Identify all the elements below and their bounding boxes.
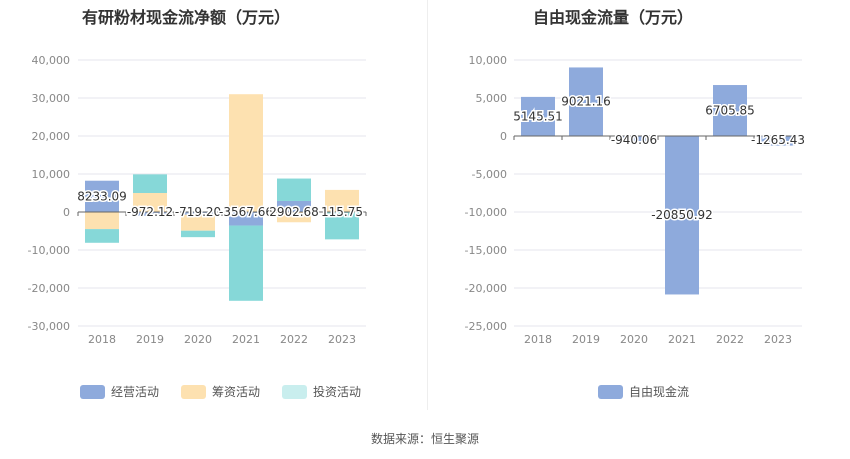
left-bar-经营活动 xyxy=(85,180,119,212)
left-data-label: 8233.09 xyxy=(77,189,127,203)
right-data-label: 9021.16 xyxy=(561,95,611,109)
left-bar-投资活动 xyxy=(85,229,119,243)
legend-label-operating: 经营活动 xyxy=(111,385,160,399)
left-xtick-label: 2023 xyxy=(328,333,356,346)
right-data-label: -20850.92 xyxy=(651,208,713,222)
legend-swatch-financing xyxy=(181,384,207,399)
left-bar-筹资活动 xyxy=(325,189,359,212)
right-xtick-label: 2023 xyxy=(764,333,792,346)
left-chart-title: 有研粉材现金流净额（万元） xyxy=(82,8,291,27)
left-bar-投资活动 xyxy=(277,178,311,201)
legend-item-investing[interactable]: 投资活动 xyxy=(282,383,361,400)
right-chart-title: 自由现金流量（万元） xyxy=(533,8,694,27)
right-ytick-label: 10,000 xyxy=(469,54,508,67)
left-xtick-label: 2019 xyxy=(136,333,164,346)
left-ytick-label: 40,000 xyxy=(32,54,71,67)
left-bar-筹资活动 xyxy=(277,212,311,223)
left-bar-经营活动 xyxy=(133,212,167,216)
left-bar-筹资活动 xyxy=(181,214,215,231)
left-data-label: 115.75 xyxy=(321,205,363,219)
legend-swatch-free-cash-flow xyxy=(598,384,623,399)
right-bar-自由现金流 xyxy=(569,67,603,136)
left-bar-经营活动 xyxy=(181,212,215,215)
right-bar-自由现金流 xyxy=(617,136,651,144)
right-xtick-label: 2019 xyxy=(572,333,600,346)
legend-item-free-cash-flow[interactable]: 自由现金流 xyxy=(598,383,689,400)
legend-label-free-cash-flow: 自由现金流 xyxy=(629,385,690,399)
right-bar-自由现金流 xyxy=(665,136,699,295)
legend-label-financing: 筹资活动 xyxy=(212,385,261,399)
left-data-label: -972.12 xyxy=(127,205,173,219)
left-ytick-label: 10,000 xyxy=(32,168,71,181)
left-bar-经营活动 xyxy=(277,200,311,212)
left-bar-投资活动 xyxy=(133,174,167,193)
right-ytick-label: -15,000 xyxy=(465,244,507,257)
right-xtick-label: 2022 xyxy=(716,333,744,346)
right-bar-自由现金流 xyxy=(713,85,747,136)
left-xtick-label: 2022 xyxy=(280,333,308,346)
chart-divider xyxy=(427,0,428,410)
left-data-label: -719.20 xyxy=(175,205,221,219)
right-xtick-label: 2021 xyxy=(668,333,696,346)
right-bar-自由现金流 xyxy=(761,136,795,146)
left-data-label: 2902.68 xyxy=(269,205,319,219)
left-xtick-label: 2018 xyxy=(88,333,116,346)
right-ytick-label: -20,000 xyxy=(465,282,507,295)
left-ytick-label: 0 xyxy=(63,206,70,219)
right-chart-legend: 自由现金流 xyxy=(598,383,711,400)
left-ytick-label: 20,000 xyxy=(32,130,71,143)
left-bar-筹资活动 xyxy=(85,212,119,230)
left-data-label: -3567.66 xyxy=(219,205,273,219)
right-ytick-label: -5,000 xyxy=(472,168,507,181)
right-data-label: -1265.43 xyxy=(751,133,805,147)
legend-swatch-investing xyxy=(282,384,308,399)
left-bar-筹资活动 xyxy=(229,94,263,212)
legend-item-financing[interactable]: 筹资活动 xyxy=(181,383,260,400)
right-xtick-label: 2020 xyxy=(620,333,648,346)
right-xtick-label: 2018 xyxy=(524,333,552,346)
right-ytick-label: -25,000 xyxy=(465,320,507,333)
right-ytick-label: 0 xyxy=(500,130,507,143)
right-ytick-label: -10,000 xyxy=(465,206,507,219)
legend-label-investing: 投资活动 xyxy=(313,385,362,399)
left-bar-投资活动 xyxy=(325,212,359,240)
left-bar-筹资活动 xyxy=(133,193,167,212)
left-bar-投资活动 xyxy=(181,230,215,238)
right-data-label: -940.06 xyxy=(611,133,657,147)
legend-item-operating[interactable]: 经营活动 xyxy=(80,383,159,400)
right-data-label: 5145.51 xyxy=(513,109,563,123)
left-ytick-label: -30,000 xyxy=(28,320,70,333)
left-ytick-label: -10,000 xyxy=(28,244,70,257)
data-source-note: 数据来源：恒生聚源 xyxy=(370,432,479,446)
left-bar-投资活动 xyxy=(229,225,263,301)
right-data-label: 6705.85 xyxy=(705,104,755,118)
left-bar-经营活动 xyxy=(229,212,263,226)
legend-swatch-operating xyxy=(80,384,105,399)
left-chart-legend: 经营活动 筹资活动 投资活动 xyxy=(80,383,383,400)
right-bar-自由现金流 xyxy=(521,96,555,136)
left-xtick-label: 2021 xyxy=(232,333,260,346)
right-ytick-label: 5,000 xyxy=(476,92,508,105)
left-ytick-label: -20,000 xyxy=(28,282,70,295)
left-ytick-label: 30,000 xyxy=(32,92,71,105)
left-xtick-label: 2020 xyxy=(184,333,212,346)
